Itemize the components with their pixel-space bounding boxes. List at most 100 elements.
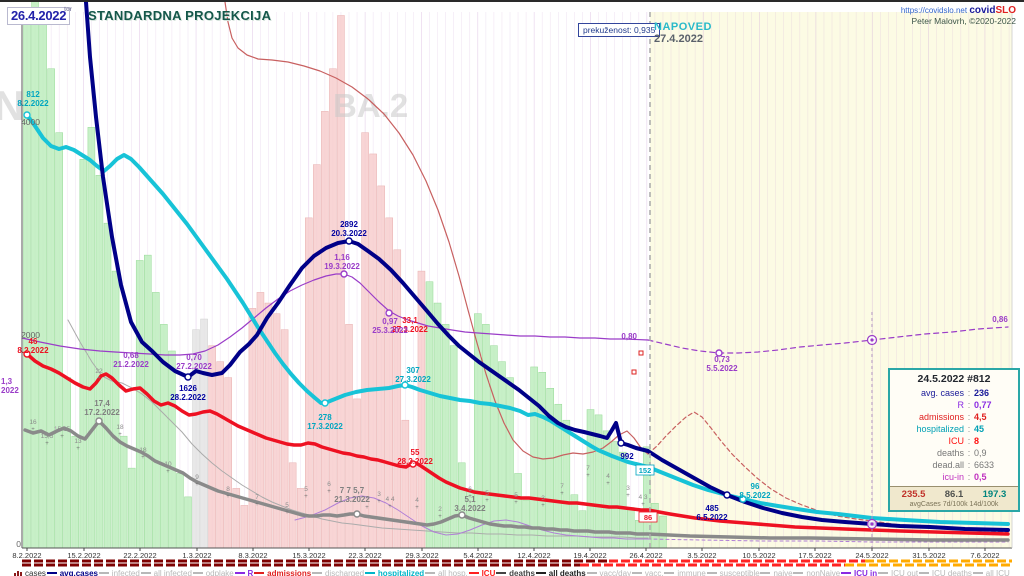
- data-annotation: 55: [411, 448, 420, 457]
- daily-point-marker: +: [438, 514, 442, 520]
- daily-value-label: 3: [377, 491, 381, 498]
- legend-line-swatch: [424, 572, 435, 574]
- legend-item-discharged[interactable]: discharged: [311, 569, 364, 576]
- info-row: R:0,77: [957, 400, 992, 410]
- site-header: https://covidslo.net covidSLO: [901, 5, 1016, 16]
- info-row: dead.all:6633: [932, 460, 995, 470]
- daily-value-label: 2: [438, 506, 442, 513]
- data-annotation: 27.3.2022: [395, 375, 431, 384]
- data-annotation: 1,3: [1, 377, 13, 386]
- series-hospitalized: [25, 113, 1010, 526]
- daily-value-label: 16: [29, 419, 37, 426]
- legend-item-label: vacc/day: [599, 568, 632, 576]
- legend-item-susceptible[interactable]: susceptible: [706, 569, 760, 576]
- legend-item-icu[interactable]: ICU: [468, 568, 496, 576]
- daily-value-label: 4: [606, 473, 610, 480]
- info-panel-rows: avg. cases:236 R:0,77 admissions:4,5 hospit…: [890, 387, 1018, 483]
- legend-item-hospitalized[interactable]: hospitalized: [364, 569, 424, 576]
- data-annotation: 0,80: [621, 332, 637, 341]
- legend-item-nonnaive[interactable]: nonNaive: [793, 569, 840, 576]
- daily-value-label: 5: [514, 492, 518, 499]
- legend-line-swatch: [46, 572, 57, 574]
- x-tick-label: 22.2.2022: [123, 551, 156, 560]
- legend-item-vacc-[interactable]: vacc.: [631, 568, 664, 576]
- daily-value-label: 6: [327, 481, 331, 488]
- legend-line-swatch: [192, 572, 203, 574]
- data-annotation: 17.2.2022: [84, 408, 120, 417]
- info-row: icu-in:0,5: [942, 472, 987, 482]
- legend-item-avg-cases[interactable]: avg.cases: [46, 568, 98, 576]
- daily-value-label: 5: [285, 502, 289, 509]
- x-tick-label: 12.4.2022: [517, 551, 550, 560]
- data-annotation: 17,4: [94, 399, 110, 408]
- x-tick-label: 17.5.2022: [798, 551, 831, 560]
- legend-line-swatch: [98, 572, 109, 574]
- legend-item-label: all hosp.: [437, 568, 468, 576]
- x-tick-label: 31.5.2022: [912, 551, 945, 560]
- legend-item-label: all deaths: [548, 568, 586, 576]
- legend-item-label: ICU in: [854, 568, 878, 576]
- data-annotation: 27.2.2022: [176, 362, 212, 371]
- x-tick-label: 10.5.2022: [742, 551, 775, 560]
- legend-item-r[interactable]: R: [234, 569, 253, 576]
- legend-item-label: ICU: [481, 568, 496, 576]
- daily-point-marker: +: [485, 498, 489, 504]
- data-annotation: 2022: [1, 386, 19, 395]
- daily-point-marker: +: [118, 432, 122, 438]
- data-annotation: 812: [26, 90, 40, 99]
- info-panel-title: 24.5.2022 #812: [917, 373, 991, 385]
- legend-item-infected[interactable]: infected: [98, 569, 140, 576]
- watermark-ba.2: BA.2: [333, 87, 408, 124]
- site-url-link[interactable]: https://covidslo.net: [900, 6, 968, 15]
- data-annotation: 17.3.2022: [307, 422, 343, 431]
- legend-item-immune[interactable]: immune: [664, 569, 706, 576]
- legend-line-swatch: [586, 572, 597, 574]
- legend-item-all-icu[interactable]: all ICU: [972, 569, 1010, 576]
- legend-line-swatch: [234, 572, 245, 574]
- daily-point-marker: +: [388, 504, 392, 510]
- series-icu-in: [294, 495, 649, 540]
- data-annotation: 5.5.2022: [706, 364, 738, 373]
- legend-line-swatch: [535, 572, 546, 574]
- daily-point-marker: +: [541, 503, 545, 509]
- legend-item-label: naive: [773, 568, 793, 576]
- legend-item-naive[interactable]: naive: [760, 568, 793, 576]
- legend-item-all-hosp-[interactable]: all hosp.: [424, 568, 468, 576]
- daily-point-marker: +: [255, 502, 259, 508]
- daily-point-marker: +: [377, 499, 381, 505]
- daily-value-label: 10: [164, 461, 172, 468]
- incidence-values: 235.5 86.1 197.3: [892, 489, 1016, 500]
- legend-item-label: avg.cases: [59, 568, 98, 576]
- legend-item-icu-out[interactable]: ICU out: [877, 569, 918, 576]
- info-row: avg. cases:236: [920, 388, 990, 398]
- daily-value-label: 7: [255, 494, 259, 501]
- legend-line-swatch: [254, 572, 265, 574]
- daily-point-marker: +: [60, 434, 64, 440]
- daily-value-label: 9: [195, 474, 199, 481]
- daily-point-marker: +: [195, 482, 199, 488]
- legend-item-icu-deaths[interactable]: ICU deaths: [918, 569, 972, 576]
- current-date-box[interactable]: 26.4.2022: [7, 7, 71, 25]
- legend-item-cases[interactable]: cases: [14, 569, 46, 576]
- legend-item-odplake[interactable]: odplake: [192, 569, 234, 576]
- daily-point-marker: +: [560, 491, 564, 497]
- daily-point-marker: +: [586, 473, 590, 479]
- legend-item-label: vacc.: [644, 568, 664, 576]
- legend-line-swatch: [793, 572, 804, 574]
- legend-line-swatch: [631, 572, 642, 574]
- data-annotation: 46: [29, 337, 38, 346]
- legend-item-all-infected[interactable]: all infected: [140, 569, 192, 576]
- daily-value-label: 8: [226, 486, 230, 493]
- legend-item-admissions[interactable]: admissions: [254, 569, 311, 576]
- x-tick-label: 3.5.2022: [687, 551, 716, 560]
- data-annotation: 5,1: [464, 495, 476, 504]
- data-annotation: 0,97: [382, 317, 398, 326]
- data-annotation: 3.4.2022: [454, 504, 486, 513]
- legend-item-label: nonNaive: [806, 568, 841, 576]
- legend-item-all-deaths[interactable]: all deaths: [535, 568, 586, 576]
- legend-item-deaths[interactable]: deaths: [496, 569, 535, 576]
- legend-item-icu-in[interactable]: ICU in: [841, 569, 877, 576]
- legend-item-vacc-day[interactable]: vacc/day: [586, 568, 632, 576]
